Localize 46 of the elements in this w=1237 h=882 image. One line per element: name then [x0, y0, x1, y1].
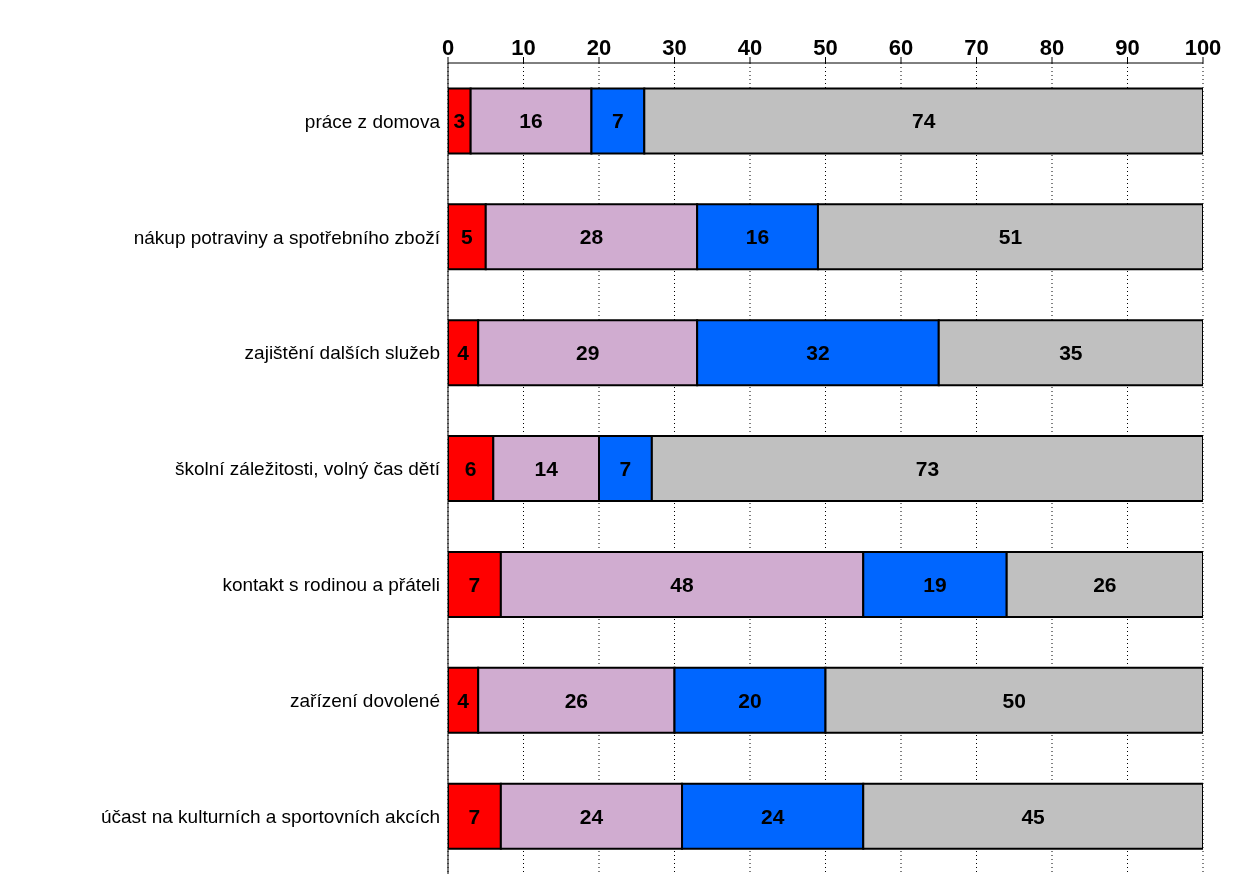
data-label: 50 [1002, 688, 1026, 712]
data-label: 35 [1059, 341, 1083, 365]
data-label: 7 [468, 804, 481, 828]
data-label: 74 [911, 109, 936, 133]
data-label: 24 [579, 804, 604, 828]
x-tick-label: 60 [888, 35, 914, 60]
data-label: 3 [453, 109, 466, 133]
data-label: 6 [464, 457, 477, 481]
data-label: 32 [806, 341, 830, 365]
data-label: 48 [670, 572, 695, 596]
x-tick-label: 20 [586, 35, 612, 60]
data-label: 24 [760, 804, 785, 828]
x-tick-label: 10 [511, 35, 536, 60]
y-tick-label: zajištění dalších služeb [244, 342, 440, 364]
data-label: 7 [612, 109, 624, 133]
x-tick-label: 0 [441, 35, 455, 60]
y-tick-label: zařízení dovolené [290, 689, 440, 711]
x-tick-label: 70 [964, 35, 989, 60]
data-label: 16 [519, 109, 543, 133]
y-tick-label: školní záležitosti, volný čas dětí [174, 458, 441, 480]
data-label: 73 [915, 457, 940, 481]
data-label: 19 [923, 572, 947, 596]
x-tick-label: 100 [1184, 35, 1222, 60]
y-tick-label: nákup potraviny a spotřebního zboží [133, 226, 441, 248]
x-tick-label: 50 [813, 35, 838, 60]
data-label: 26 [564, 688, 589, 712]
data-label: 14 [534, 457, 559, 481]
x-tick-label: 30 [662, 35, 687, 60]
data-label: 4 [457, 688, 470, 712]
data-label: 7 [619, 457, 632, 481]
y-tick-label: práce z domova [304, 110, 441, 132]
x-tick-label: 80 [1039, 35, 1065, 60]
y-tick-label: účast na kulturních a sportovních akcích [100, 805, 440, 827]
x-tick-label: 40 [737, 35, 763, 60]
data-label: 28 [579, 225, 604, 249]
data-label: 16 [745, 225, 770, 249]
data-label: 5 [461, 225, 474, 249]
y-tick-label: kontakt s rodinou a přáteli [222, 574, 440, 596]
data-label: 26 [1093, 572, 1117, 596]
data-label: 20 [738, 688, 762, 712]
data-label: 7 [468, 572, 481, 596]
data-label: 29 [576, 341, 600, 365]
data-label: 51 [998, 225, 1023, 249]
data-label: 4 [457, 341, 470, 365]
data-label: 45 [1021, 804, 1046, 828]
x-tick-label: 90 [1115, 35, 1140, 60]
